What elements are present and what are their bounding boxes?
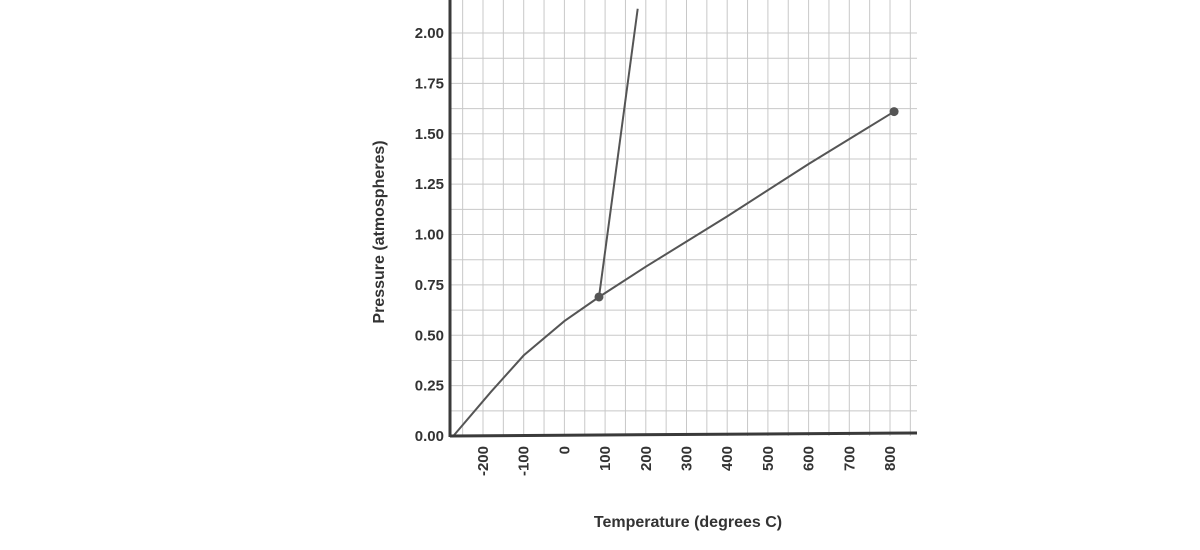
x-tick-label: 0 <box>556 446 573 454</box>
axes <box>448 0 918 438</box>
y-tick-label: 2.00 <box>415 25 444 42</box>
series-line-1 <box>452 110 895 437</box>
y-tick-label: 0.50 <box>415 327 444 344</box>
y-tick-label: 0.75 <box>415 277 444 294</box>
y-tick-label: 0.00 <box>415 428 444 445</box>
y-axis-title: Pressure (atmospheres) <box>371 140 388 323</box>
x-tick-label: 300 <box>679 446 696 471</box>
y-tick-label: 1.50 <box>415 126 444 143</box>
x-tick-label: -100 <box>516 446 533 476</box>
y-tick-label: 1.00 <box>415 227 444 244</box>
x-axis-title: Temperature (degrees C) <box>594 514 782 531</box>
y-tick-label: 1.25 <box>415 176 444 193</box>
grid <box>450 0 917 436</box>
x-tick-label: 700 <box>841 446 858 471</box>
x-tick-label: 800 <box>882 446 899 471</box>
x-axis-line <box>449 431 918 438</box>
x-tick-label: 400 <box>719 446 736 471</box>
y-tick-label: 1.75 <box>415 75 444 92</box>
x-tick-label: 600 <box>801 446 818 471</box>
y-tick-label: 0.25 <box>415 378 444 395</box>
series-group <box>452 8 899 437</box>
x-tick-label: -200 <box>475 446 492 476</box>
data-point-marker <box>889 107 899 117</box>
x-tick-label: 500 <box>760 446 777 471</box>
x-tick-label: 200 <box>638 446 655 471</box>
tick-labels: 0.00 0.25 0.50 0.75 1.00 1.25 1.50 1.75 2.00 -200… <box>415 25 899 476</box>
series-line-2 <box>598 8 639 298</box>
x-tick-label: 100 <box>597 446 614 471</box>
